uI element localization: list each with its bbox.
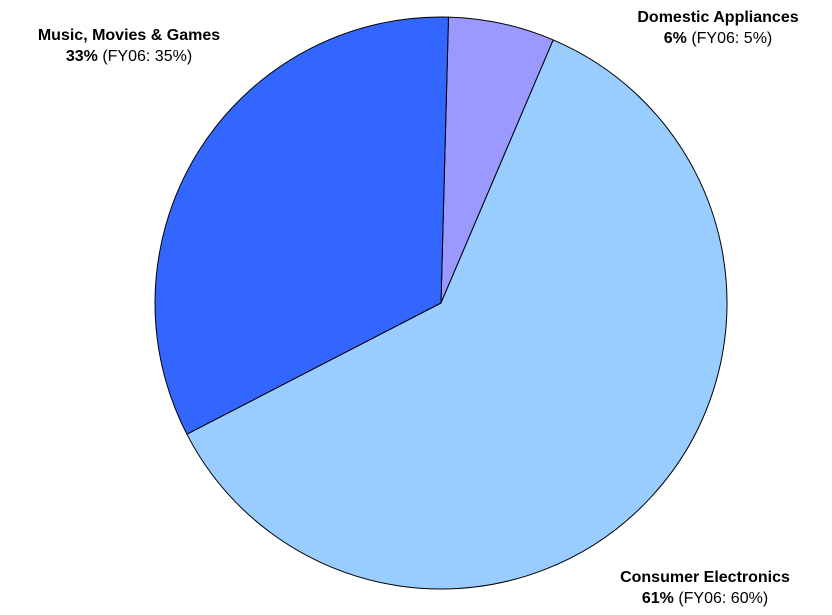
slice-percent: 61%: [641, 590, 674, 607]
slice-percent: 33%: [65, 48, 98, 65]
pie-slice-consumer-electronics: [186, 39, 728, 590]
slice-label-music-movies-games: Music, Movies & Games 33% (FY06: 35%): [8, 25, 250, 67]
slice-name: Domestic Appliances: [637, 9, 799, 26]
pie-slice-music-movies-games: [154, 16, 449, 435]
slice-prior-year: (FY06: 35%): [102, 48, 193, 65]
slice-label-consumer-electronics: Consumer Electronics 61% (FY06: 60%): [585, 567, 825, 609]
slice-percent: 6%: [663, 30, 687, 47]
pie-slices: [154, 16, 728, 590]
slice-prior-year: (FY06: 5%): [691, 30, 773, 47]
slice-label-domestic-appliances: Domestic Appliances 6% (FY06: 5%): [610, 7, 826, 49]
slice-name: Music, Movies & Games: [37, 27, 221, 44]
slice-prior-year: (FY06: 60%): [678, 590, 769, 607]
slice-name: Consumer Electronics: [620, 569, 790, 586]
